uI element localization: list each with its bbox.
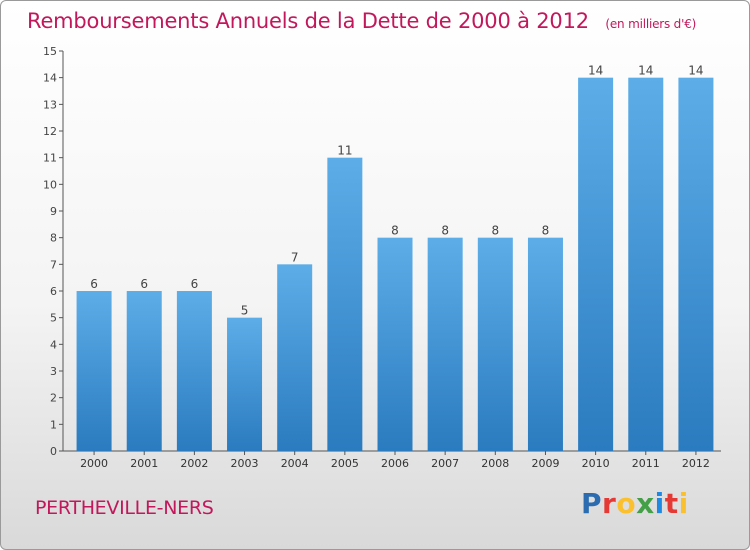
y-tick-label: 15	[43, 45, 57, 58]
y-tick-label: 9	[50, 205, 57, 218]
logo-letter: i	[654, 487, 665, 520]
data-label-2012: 14	[688, 64, 703, 78]
x-tick-label: 2004	[281, 457, 309, 470]
x-tick-label: 2001	[130, 457, 158, 470]
y-tick-label: 0	[50, 445, 57, 458]
bar-2011	[628, 77, 664, 452]
chart-bars	[76, 77, 714, 452]
x-tick-label: 2003	[231, 457, 259, 470]
y-tick-label: 10	[43, 178, 57, 191]
y-tick-label: 5	[50, 312, 57, 325]
data-label-2001: 6	[140, 277, 148, 291]
bar-2007	[427, 237, 463, 451]
data-label-2007: 8	[441, 224, 449, 238]
y-tick-label: 2	[50, 392, 57, 405]
data-label-2002: 6	[191, 277, 199, 291]
chart-title-text: Remboursements Annuels de la Dette de 20…	[27, 9, 589, 33]
data-label-2010: 14	[588, 64, 603, 78]
bar-2005	[327, 157, 363, 451]
data-label-2003: 5	[241, 304, 249, 318]
bar-2000	[76, 291, 112, 451]
logo-letter: i	[678, 487, 689, 520]
bar-2009	[527, 237, 563, 451]
x-tick-label: 2000	[80, 457, 108, 470]
data-label-2011: 14	[638, 64, 653, 78]
logo-letter: o	[616, 487, 637, 520]
bar-2010	[578, 77, 614, 452]
data-label-2009: 8	[542, 224, 550, 238]
y-tick-label: 4	[50, 338, 57, 351]
y-tick-label: 12	[43, 125, 57, 138]
commune-name: PERTHEVILLE-NERS	[35, 497, 214, 519]
bar-2012	[678, 77, 714, 452]
chart-labels: 2000 6 2001 6 2002 6 2003 5 2004 7 2005 11 2006 8 2007…	[80, 64, 710, 470]
logo-letter: P	[581, 487, 603, 520]
y-tick-label: 13	[43, 98, 57, 111]
proxiti-logo: Proxiti	[581, 487, 689, 520]
logo-letter: r	[602, 487, 617, 520]
logo-letter: t	[664, 487, 679, 520]
y-tick-label: 14	[43, 72, 57, 85]
x-tick-label: 2012	[682, 457, 710, 470]
y-tick-label: 6	[50, 285, 57, 298]
data-label-2006: 8	[391, 224, 399, 238]
bar-2004	[277, 264, 313, 451]
bar-2006	[377, 237, 413, 451]
x-tick-label: 2005	[331, 457, 359, 470]
data-label-2008: 8	[491, 224, 499, 238]
data-label-2005: 11	[337, 144, 352, 158]
bar-2008	[477, 237, 513, 451]
x-tick-label: 2007	[431, 457, 459, 470]
y-tick-label: 3	[50, 365, 57, 378]
y-tick-label: 11	[43, 152, 57, 165]
bar-2001	[126, 291, 162, 451]
data-label-2000: 6	[90, 277, 98, 291]
x-tick-label: 2008	[481, 457, 509, 470]
x-tick-label: 2002	[180, 457, 208, 470]
x-tick-label: 2010	[582, 457, 610, 470]
bar-2003	[227, 317, 263, 451]
y-tick-label: 1	[50, 418, 57, 431]
bar-2002	[176, 291, 212, 451]
x-tick-label: 2009	[531, 457, 559, 470]
x-tick-label: 2006	[381, 457, 409, 470]
logo-letter: x	[636, 487, 655, 520]
chart-subtitle: (en milliers d'€)	[605, 17, 697, 31]
x-tick-label: 2011	[632, 457, 660, 470]
y-tick-label: 7	[50, 258, 57, 271]
y-tick-label: 8	[50, 232, 57, 245]
data-label-2004: 7	[291, 250, 299, 264]
chart-title: Remboursements Annuels de la Dette de 20…	[27, 9, 696, 33]
